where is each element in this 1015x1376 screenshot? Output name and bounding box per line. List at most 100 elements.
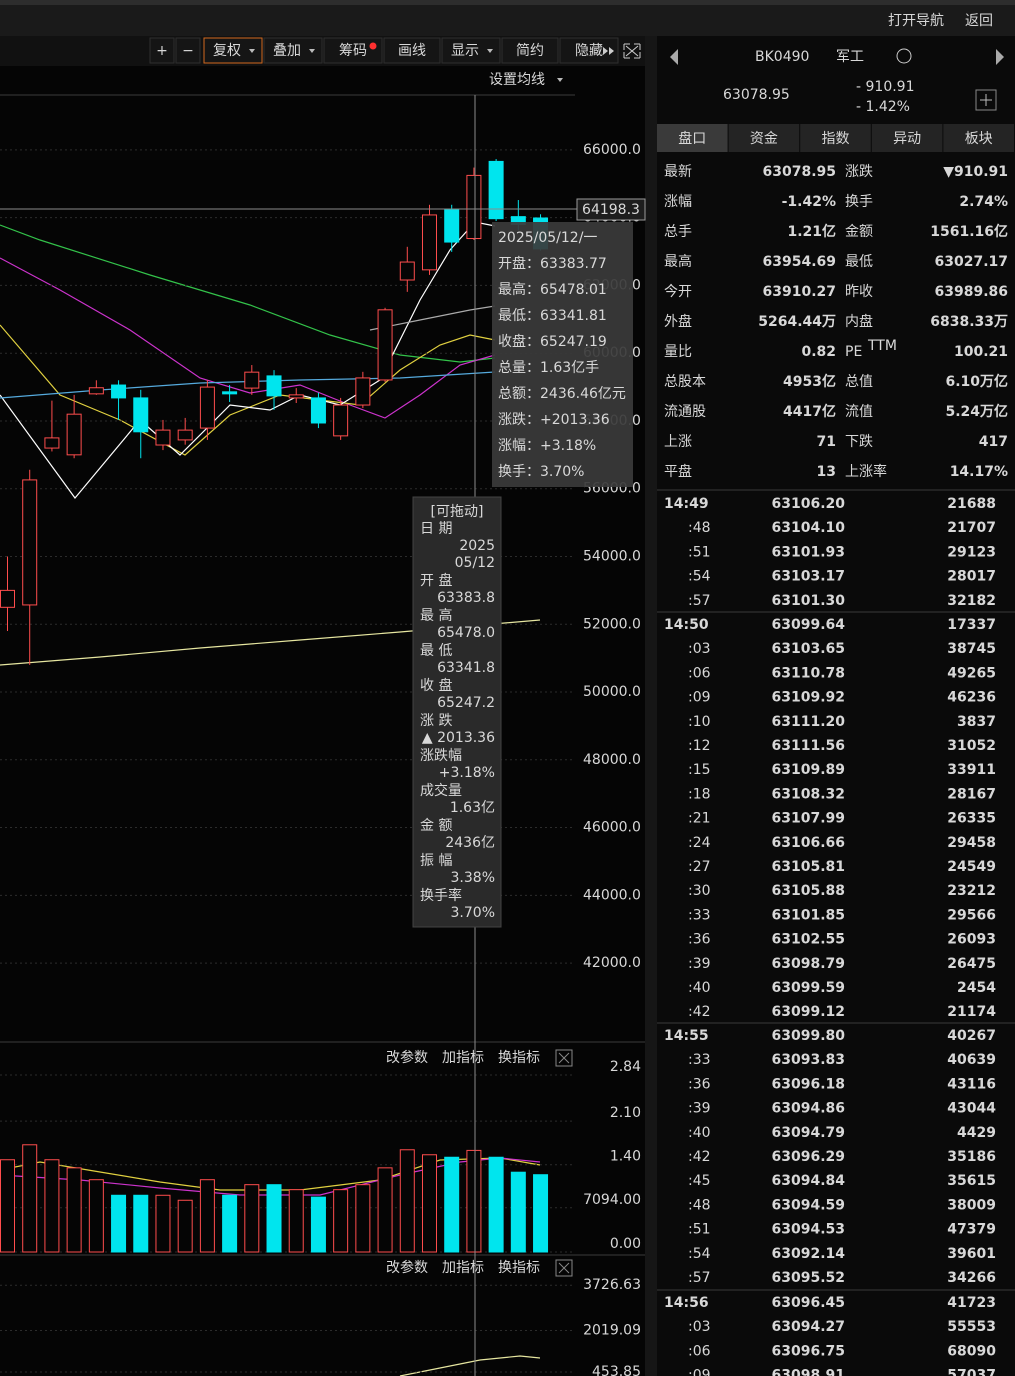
stat-label: 下跌 xyxy=(845,434,873,450)
stat-label: 换手 xyxy=(845,193,873,210)
toolbar-button[interactable]: 复权 xyxy=(213,42,241,59)
toolbar-button[interactable]: 简约 xyxy=(516,42,544,59)
toolbar-button-frame[interactable] xyxy=(175,37,201,64)
trade-price: 63099.59 xyxy=(771,980,845,996)
trade-time: :06 xyxy=(688,665,711,681)
add-button[interactable] xyxy=(975,89,997,111)
toolbar-button-frame[interactable] xyxy=(559,37,619,64)
trade-price: 63099.64 xyxy=(771,617,845,633)
tab-label[interactable]: 资金 xyxy=(750,131,778,147)
badge-dot xyxy=(369,42,377,50)
tab[interactable] xyxy=(728,124,800,152)
volume-bar xyxy=(355,1184,371,1253)
data-label: 最 高 xyxy=(420,607,452,624)
stat-label: 昨收 xyxy=(845,284,873,300)
panel-close[interactable] xyxy=(555,1049,573,1067)
volume-bar xyxy=(510,1171,526,1253)
panel-tool[interactable]: 加指标 xyxy=(442,1050,484,1066)
trade-price: 63094.79 xyxy=(771,1125,845,1141)
tooltip-line: 最高：65478.01 xyxy=(498,281,607,298)
stat-value: 417 xyxy=(979,434,1008,450)
stat-label: 量比 xyxy=(664,344,692,360)
tab-label[interactable]: 板块 xyxy=(965,131,993,147)
next-arrow[interactable] xyxy=(996,49,1004,65)
stat-value: 14.17% xyxy=(950,464,1008,480)
stat-value: 63954.69 xyxy=(762,254,836,270)
toolbar-button[interactable]: 叠加 xyxy=(273,43,301,59)
stat-label: PE xyxy=(845,344,862,360)
tab[interactable] xyxy=(871,124,943,152)
volume-bar xyxy=(421,1154,437,1253)
toolbar-button-frame[interactable] xyxy=(441,37,501,64)
trade-time: :40 xyxy=(688,980,711,996)
stat-label: 总股本 xyxy=(664,374,706,390)
toolbar-button-frame[interactable] xyxy=(501,37,559,64)
panel-tool[interactable]: 换指标 xyxy=(498,1049,540,1066)
trade-volume: 57037 xyxy=(947,1368,996,1376)
trade-time: :24 xyxy=(688,835,711,851)
toolbar-button[interactable]: 显示 xyxy=(451,43,479,59)
toolbar-button[interactable]: 画线 xyxy=(398,43,426,59)
trade-volume: 49265 xyxy=(947,665,996,681)
toolbar-button[interactable]: − xyxy=(182,43,194,59)
candle-body xyxy=(88,387,104,395)
nav-button[interactable]: 打开导航 xyxy=(888,12,944,29)
tab-label[interactable]: 指数 xyxy=(822,131,850,147)
data-value: 63341.8 xyxy=(437,660,495,676)
trade-price: 63095.52 xyxy=(771,1270,845,1286)
panel-tool[interactable]: 加指标 xyxy=(442,1260,484,1276)
trade-time: :12 xyxy=(688,738,711,754)
trade-time: :18 xyxy=(688,786,711,802)
tab-label[interactable]: 盘口 xyxy=(678,130,706,147)
stat-value: 1561.16亿 xyxy=(930,223,1008,240)
toolbar-button[interactable]: 筹码 xyxy=(339,42,367,59)
prev-arrow[interactable] xyxy=(670,49,678,65)
toolbar-button-frame[interactable] xyxy=(323,37,383,64)
trade-volume: 68090 xyxy=(947,1343,996,1359)
trade-volume: 21707 xyxy=(947,520,996,536)
candle-body xyxy=(133,397,149,433)
panel-tool[interactable]: 换指标 xyxy=(498,1259,540,1276)
splitter[interactable] xyxy=(645,36,657,1376)
volume-bar xyxy=(177,1199,193,1253)
back-button[interactable]: 返回 xyxy=(965,13,993,29)
trade-price: 63098.91 xyxy=(771,1368,845,1376)
crosshair-label: 64198.3 xyxy=(582,202,640,218)
fullscreen-icon[interactable] xyxy=(623,43,641,59)
data-label: 金 额 xyxy=(420,818,452,834)
panel-tool[interactable]: 改参数 xyxy=(386,1259,428,1276)
volume-bar xyxy=(533,1174,549,1253)
trade-volume: 38745 xyxy=(947,641,996,657)
trade-volume: 29123 xyxy=(947,544,996,560)
toolbar-button-frame[interactable] xyxy=(149,37,175,64)
trade-price: 63101.85 xyxy=(771,907,845,923)
data-value: 1.63亿 xyxy=(450,800,495,816)
panel-tool[interactable]: 改参数 xyxy=(386,1049,428,1066)
tab-label[interactable]: 异动 xyxy=(893,131,921,147)
trade-time: :57 xyxy=(688,1270,711,1286)
toolbar-button[interactable]: + xyxy=(156,43,168,59)
ma-setting[interactable]: 设置均线 xyxy=(489,72,545,88)
tab[interactable] xyxy=(800,124,871,152)
candle-body xyxy=(377,309,393,381)
toolbar-button-frame[interactable] xyxy=(383,37,441,64)
stat-value: 71 xyxy=(817,434,836,450)
panel-close[interactable] xyxy=(555,1259,573,1277)
stat-value: 2.74% xyxy=(959,194,1008,210)
data-window[interactable] xyxy=(412,496,502,928)
stat-value: 63027.17 xyxy=(934,254,1008,270)
stat-label: 今开 xyxy=(664,284,692,300)
data-value: +3.18% xyxy=(439,765,495,781)
trade-time: :39 xyxy=(688,1101,711,1117)
candle-body xyxy=(310,397,326,424)
tab[interactable] xyxy=(657,124,728,152)
data-value: 05/12 xyxy=(455,555,495,571)
trade-price: 63099.12 xyxy=(771,1004,845,1020)
toolbar-button[interactable]: 隐藏 xyxy=(575,43,603,59)
trade-time: :42 xyxy=(688,1004,711,1020)
trade-price: 63099.80 xyxy=(771,1028,845,1044)
trade-volume: 41723 xyxy=(947,1295,996,1311)
info-icon[interactable] xyxy=(896,48,912,64)
stat-value: 6.10万亿 xyxy=(945,373,1008,390)
tab[interactable] xyxy=(943,124,1014,152)
